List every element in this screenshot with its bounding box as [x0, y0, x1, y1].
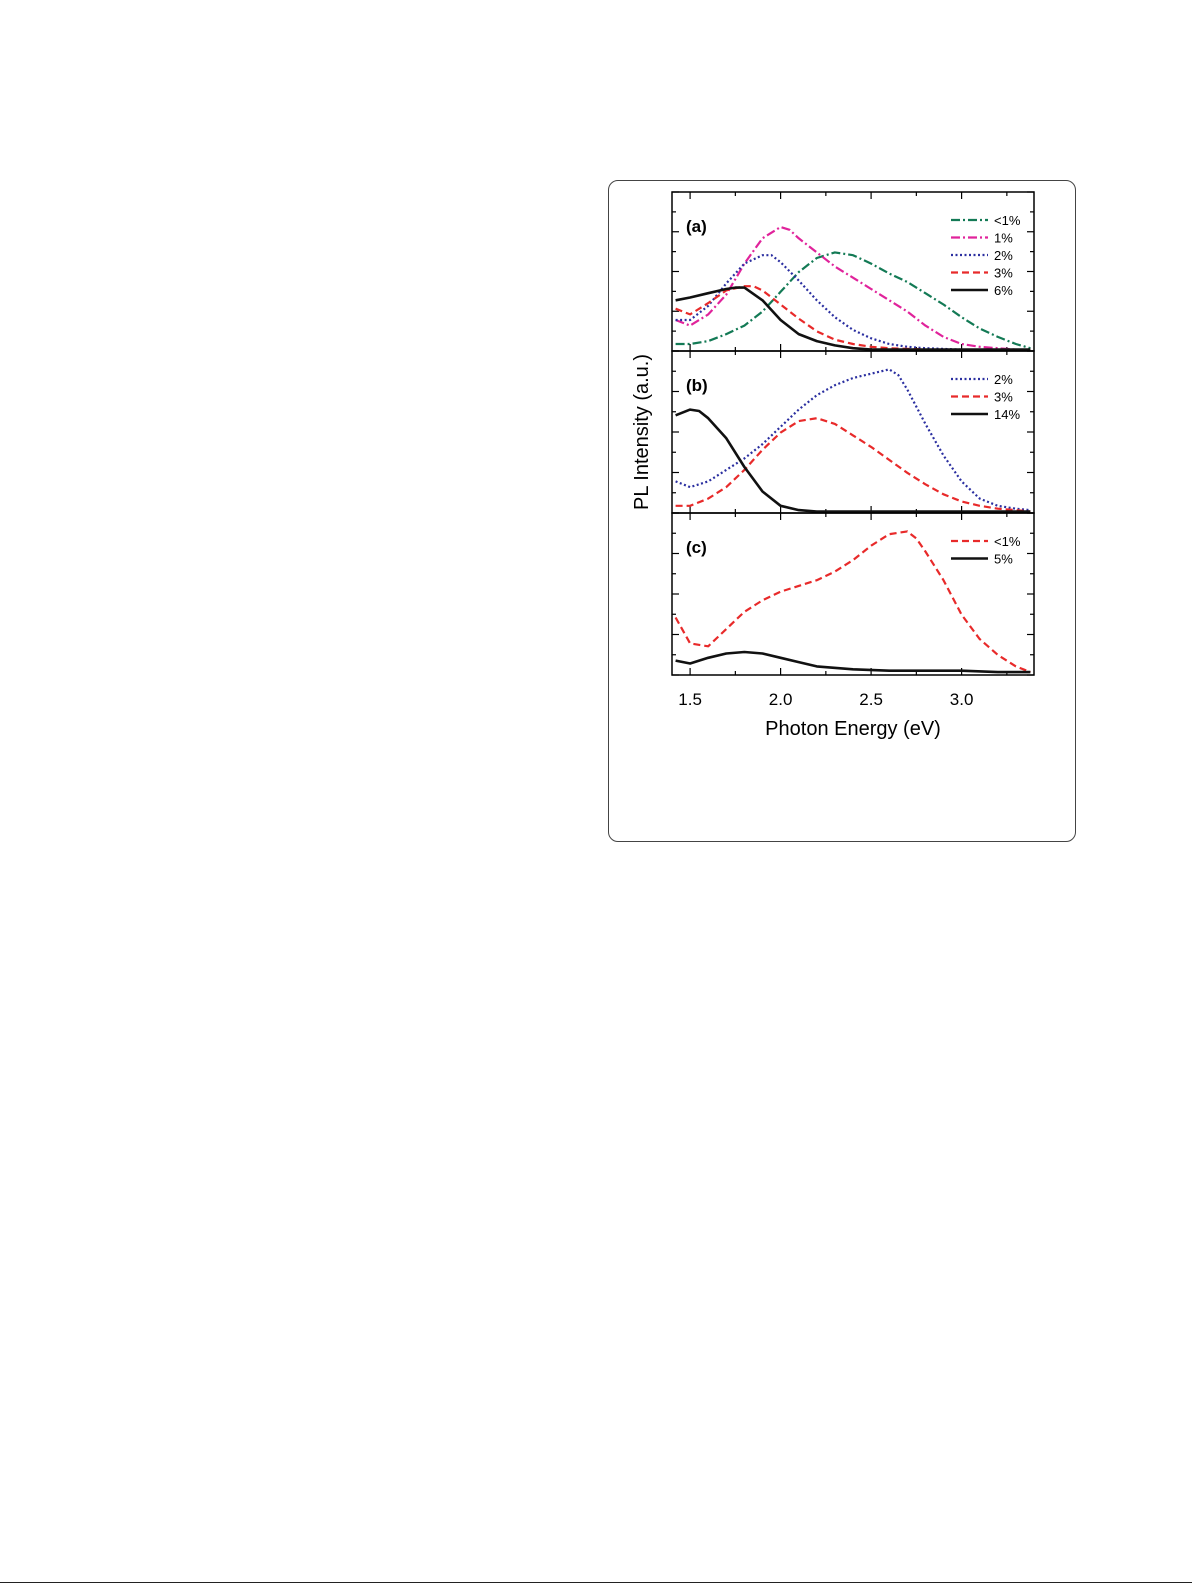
x-tick-label: 1.5: [678, 690, 702, 709]
legend-label: 3%: [994, 266, 1013, 281]
series-line-1-0: [675, 368, 1031, 512]
legend-label: 1%: [994, 231, 1013, 246]
panel-frame: [671, 512, 1035, 676]
legend-label: 3%: [994, 390, 1013, 405]
x-axis: 1.5 2.0 2.5 3.0: [678, 690, 973, 709]
panels-layer: (a) <1% 1% 2% 3% 6% (b) 2% 3% 14% (c) <1% 5%: [671, 191, 1035, 676]
x-tick-label: 2.0: [769, 690, 793, 709]
page-bottom-rule: [0, 1582, 1192, 1583]
legend-label: 2%: [994, 372, 1013, 387]
series-line-1-1: [675, 417, 1031, 513]
panel-frame: [671, 350, 1035, 514]
panel-0: (a) <1% 1% 2% 3% 6%: [671, 191, 1035, 352]
series-line-0-0: [675, 251, 1031, 350]
figure-frame: [608, 180, 1076, 842]
legend-label: 14%: [994, 407, 1020, 422]
legend-label: 2%: [994, 248, 1013, 263]
series-line-0-1: [675, 225, 1016, 351]
series-line-1-2: [675, 408, 1031, 513]
legend-label: <1%: [994, 534, 1021, 549]
panel-label: (b): [686, 376, 708, 395]
legend-label: <1%: [994, 213, 1021, 228]
x-tick-label: 2.5: [859, 690, 883, 709]
x-axis-label: Photon Energy (eV): [765, 718, 941, 740]
panel-label: (c): [686, 538, 707, 557]
series-line-0-2: [675, 254, 1031, 351]
legend-label: 5%: [994, 552, 1013, 567]
panel-1: (b) 2% 3% 14%: [671, 350, 1035, 514]
series-line-2-0: [674, 530, 1031, 674]
y-axis-label: PL Intensity (a.u.): [631, 354, 653, 510]
series-line-2-1: [675, 650, 1031, 674]
panel-label: (a): [686, 217, 707, 236]
series-line-0-3: [675, 285, 1031, 351]
series-line-0-4: [675, 286, 1031, 351]
panel-2: (c) <1% 5%: [671, 512, 1035, 676]
x-tick-label: 3.0: [950, 690, 974, 709]
legend-label: 6%: [994, 283, 1013, 298]
